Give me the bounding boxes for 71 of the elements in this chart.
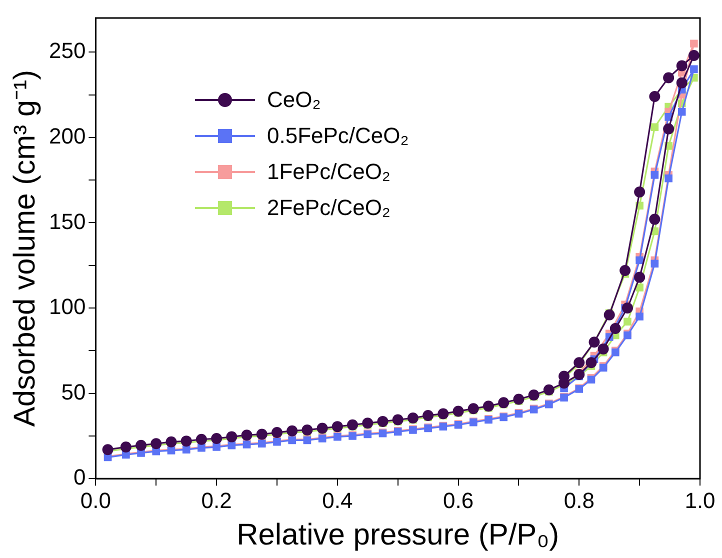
y-tick-label: 150 [48,208,86,234]
point [676,60,688,72]
y-tick-label: 250 [48,38,86,64]
point [438,408,449,420]
point [676,77,688,88]
x-tick-label: 0.0 [80,488,112,513]
point [663,123,674,134]
point [102,444,114,456]
point [196,434,207,445]
point [664,174,672,182]
point [650,260,659,268]
legend-label: 1FePc/CeO₂ [267,158,390,186]
point [120,442,132,453]
point [663,72,674,84]
point [211,433,222,444]
point [690,65,698,74]
point [634,186,646,198]
point [598,343,609,354]
point [528,390,540,401]
x-tick-label: 1.0 [684,488,716,513]
point [150,438,162,450]
point [332,421,343,432]
point [286,425,298,436]
point [302,424,313,436]
point [180,436,192,447]
point [422,410,434,421]
point [452,406,464,417]
point [636,256,644,264]
point [256,428,268,440]
point [678,108,686,116]
y-tick-label: 200 [48,123,86,148]
point [586,357,597,368]
point [513,394,524,405]
point [650,123,659,132]
point [574,369,585,380]
point [574,357,585,368]
x-tick-label: 0.4 [322,488,353,513]
x-tick-label: 0.6 [442,488,474,513]
point [166,436,177,448]
point [347,419,358,430]
point [688,50,700,62]
x-tick-label: 0.8 [564,488,594,513]
point [610,322,621,334]
legend-label: 2FePc/CeO₂ [267,194,390,222]
point [622,302,633,314]
point [624,318,632,326]
x-tick-label: 0.2 [201,488,232,513]
y-axis-title: Adsorbed volume (cm³ g⁻¹) [8,70,42,427]
point [407,412,418,424]
y-tick-label: 0 [73,464,86,490]
point [316,422,328,434]
x-axis-title: Relative pressure (P/P₀) [236,518,560,552]
point [650,171,659,179]
point [690,40,698,48]
point [271,427,282,438]
legend-label: 0.5FePc/CeO₂ [267,122,409,150]
legend-label: CeO₂ [267,86,321,114]
y-tick-label: 100 [48,294,86,320]
point [136,440,147,451]
point [620,264,631,276]
point [649,214,660,225]
point [634,272,646,283]
point [604,309,615,320]
point [377,416,388,427]
point [543,384,554,396]
point [482,400,494,412]
y-tick-label: 50 [61,379,86,404]
point [226,431,238,442]
point [649,90,660,102]
point [636,312,644,320]
point [241,430,252,441]
